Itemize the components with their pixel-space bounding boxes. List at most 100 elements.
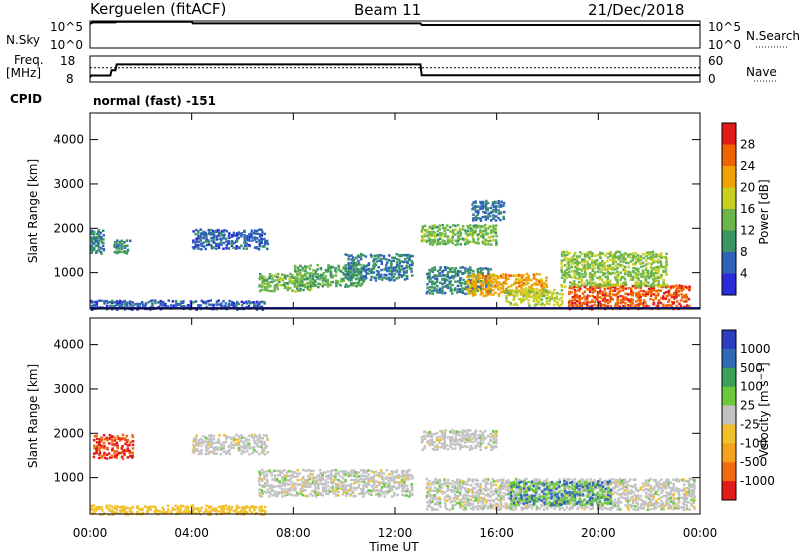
power-cell — [680, 284, 684, 288]
velocity-cell — [283, 482, 287, 485]
power-cell — [202, 245, 206, 248]
velocity-cell — [286, 479, 290, 482]
power-cell — [94, 239, 98, 243]
power-cell — [253, 302, 256, 306]
velocity-cell — [499, 484, 503, 487]
power-cell — [495, 243, 498, 247]
velocity-cell — [355, 481, 358, 484]
velocity-cell — [469, 444, 473, 448]
velocity-cell — [476, 489, 480, 492]
power-cell — [352, 260, 355, 263]
power-cell — [494, 210, 498, 214]
velocity-cell — [368, 492, 371, 495]
velocity-cell — [599, 506, 602, 509]
power-cell — [397, 264, 401, 268]
power-cell — [123, 250, 126, 253]
power-cell — [543, 291, 546, 294]
velocity-cell — [619, 480, 623, 483]
velocity-cell — [395, 474, 399, 478]
nsky-strip-frame — [89, 20, 701, 49]
power-cell — [489, 211, 493, 214]
power-cell — [266, 282, 269, 285]
power-cell — [446, 235, 450, 238]
power-cell — [231, 233, 234, 237]
velocity-cell — [479, 488, 482, 492]
velocity-cell — [613, 486, 617, 490]
power-cell — [102, 229, 105, 232]
velocity-cell — [624, 497, 627, 500]
power-cell — [479, 293, 482, 296]
velocity-cell — [247, 434, 251, 438]
velocity-cell — [380, 474, 384, 478]
power-cell — [561, 293, 564, 296]
velocity-cell — [665, 480, 668, 483]
velocity-cell — [123, 452, 126, 456]
power-cell — [207, 228, 210, 232]
power-cell — [372, 271, 375, 274]
power-cell — [494, 231, 498, 235]
velocity-cell — [459, 440, 463, 443]
power-cell — [232, 246, 235, 249]
power-cell — [603, 293, 607, 297]
velocity-cell — [228, 452, 231, 456]
power-cell — [487, 285, 490, 288]
power-cell — [144, 303, 148, 307]
velocity-cell — [276, 492, 280, 496]
power-cell — [505, 288, 508, 291]
velocity-cell — [527, 504, 531, 507]
velocity-cell — [476, 441, 479, 444]
velocity-cell — [405, 478, 408, 481]
velocity-cell — [260, 477, 264, 481]
velocity-cell — [504, 493, 508, 496]
power-cell — [496, 275, 500, 278]
velocity-cell — [618, 481, 622, 485]
velocity-cell — [302, 475, 305, 479]
power-cell — [327, 282, 330, 286]
power-cell — [502, 201, 506, 205]
velocity-cell — [390, 478, 393, 482]
power-cell — [477, 271, 480, 275]
velocity-cell — [251, 451, 254, 455]
power-cell — [339, 269, 342, 273]
velocity-cell — [257, 480, 261, 483]
power-cell — [466, 239, 469, 242]
beam-label: Beam 11 — [354, 1, 422, 19]
velocity-cell — [512, 504, 516, 508]
velocity-cell — [469, 498, 472, 502]
velocity-cell — [502, 483, 505, 486]
power-cell — [144, 302, 148, 305]
power-cell — [451, 270, 455, 274]
velocity-cell — [357, 483, 361, 487]
power-cell — [583, 301, 587, 304]
power-cell — [522, 288, 526, 291]
power-cell — [499, 274, 503, 278]
velocity-cell — [611, 492, 615, 496]
velocity-cell — [462, 479, 465, 483]
power-cell — [230, 235, 234, 238]
velocity-cell — [423, 444, 427, 448]
velocity-cell — [98, 456, 101, 460]
velocity-cell — [278, 481, 281, 485]
power-cell — [634, 263, 637, 266]
power-cell — [359, 276, 363, 280]
power-cell — [611, 258, 615, 262]
velocity-cell — [228, 444, 231, 448]
power-cell — [90, 248, 93, 251]
power-cell — [547, 296, 551, 299]
velocity-cell — [454, 443, 457, 447]
power-cell — [616, 297, 619, 300]
power-cell — [359, 284, 363, 287]
velocity-cell — [334, 491, 337, 494]
power-cell — [392, 275, 396, 278]
velocity-cell — [472, 508, 475, 511]
velocity-cell — [473, 435, 477, 438]
power-cell — [479, 284, 483, 287]
velocity-cell — [489, 495, 492, 499]
power-cell — [449, 286, 452, 289]
power-cell — [573, 280, 576, 283]
power-cell — [471, 280, 474, 283]
power-cell — [228, 299, 231, 303]
power-cell — [329, 281, 333, 284]
power-cell — [116, 301, 119, 305]
power-cell — [667, 294, 671, 297]
